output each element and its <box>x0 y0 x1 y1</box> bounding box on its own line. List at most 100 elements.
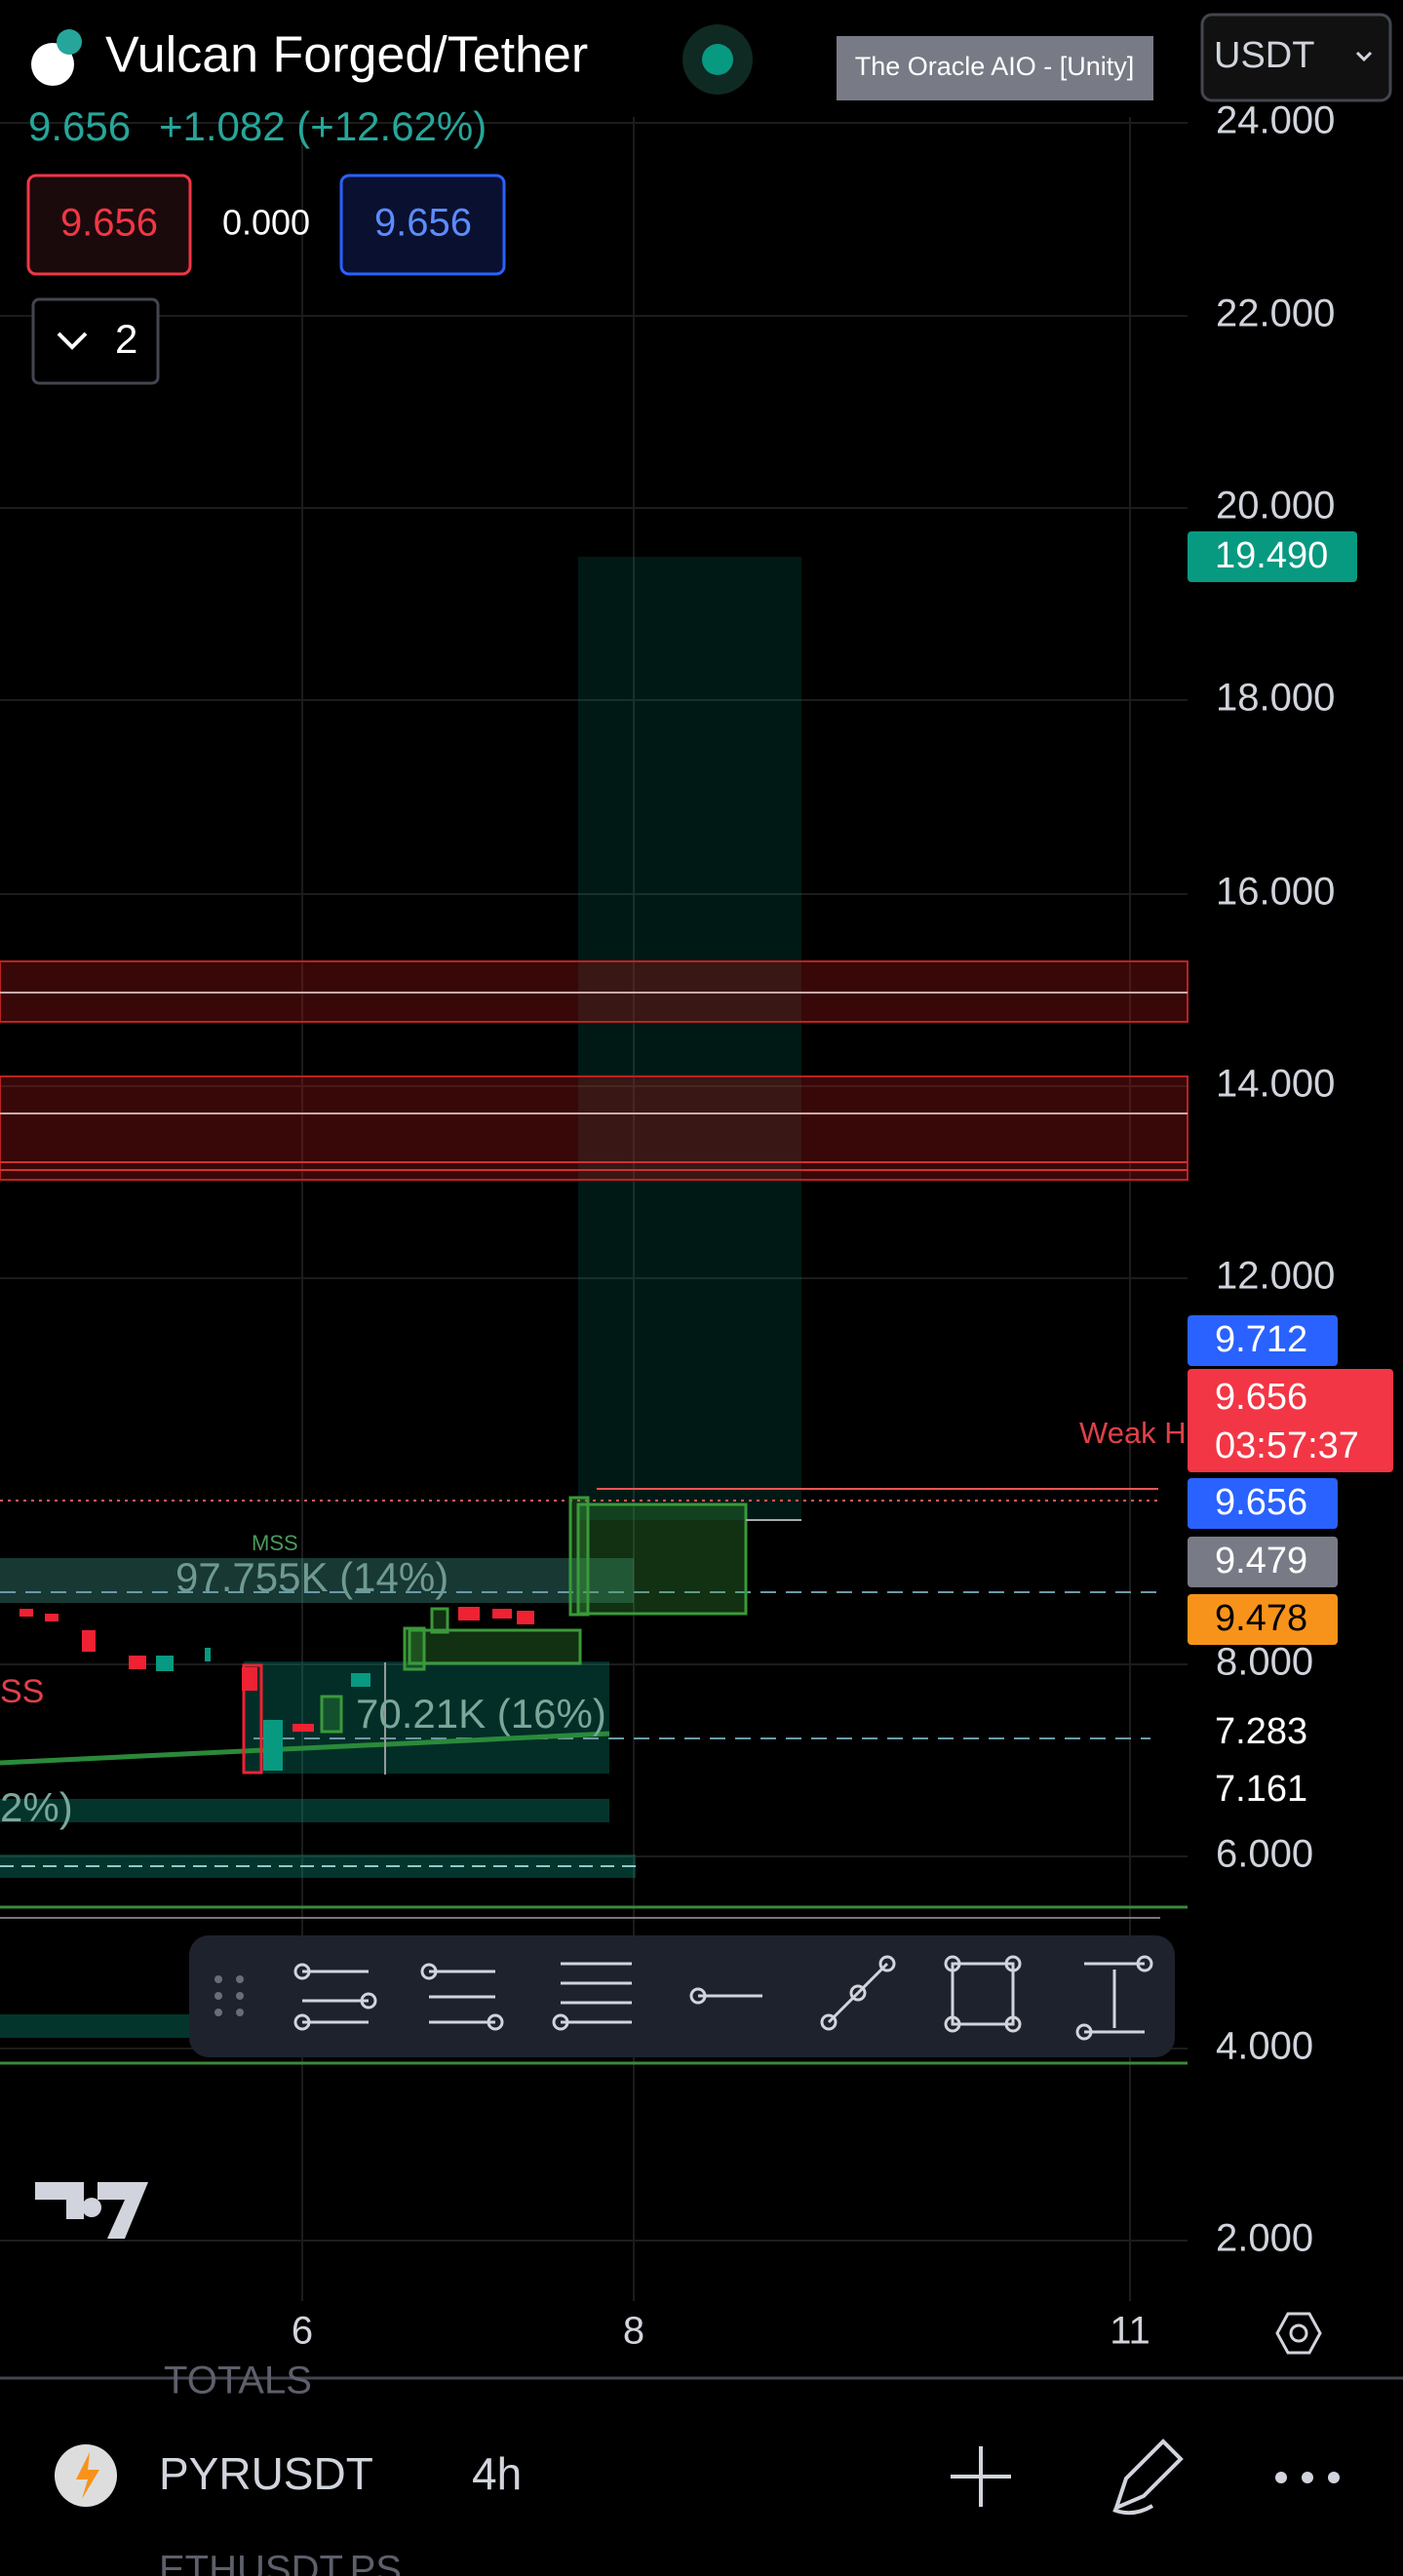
tool-button[interactable] <box>944 2015 961 2033</box>
axis-label: 22.000 <box>1216 293 1335 335</box>
more-button[interactable] <box>1328 2472 1340 2483</box>
buy-price: 9.656 <box>374 202 472 245</box>
tool-button[interactable] <box>1136 1955 1153 1972</box>
indicator-badge[interactable] <box>837 36 1153 100</box>
list-item: ETHUSDT.PS <box>159 2549 402 2576</box>
tool-button[interactable] <box>293 2013 311 2031</box>
tool-button[interactable] <box>689 1987 707 2005</box>
tool-button[interactable] <box>1075 1955 1153 2041</box>
candles <box>129 1656 146 1669</box>
tool-button[interactable] <box>420 1963 438 1980</box>
axis-label: 16.000 <box>1216 871 1335 914</box>
time-axis: 6 8 11 <box>292 2310 1322 2355</box>
status-dot <box>702 44 733 75</box>
add-button[interactable] <box>951 2446 1011 2507</box>
axis-label: 6.000 <box>1216 1833 1313 1876</box>
drawing-toolbar <box>214 1975 222 1983</box>
draw-button[interactable] <box>1112 2439 1184 2516</box>
settings-icon[interactable] <box>1289 2323 1308 2343</box>
sell-price: 9.656 <box>60 202 158 245</box>
price-tag: 9.656 <box>1215 1377 1307 1418</box>
tool-button[interactable] <box>1004 2015 1022 2033</box>
tool-button[interactable] <box>944 1955 961 1972</box>
tool-button[interactable] <box>360 1992 377 2010</box>
tool-button[interactable] <box>689 1987 762 2005</box>
more-button[interactable] <box>1275 2472 1287 2483</box>
drawing-toolbar <box>214 1992 222 2000</box>
tool-button[interactable] <box>552 2013 569 2031</box>
price-level: 7.161 <box>1215 1769 1307 1810</box>
zones <box>0 1075 1189 1181</box>
volume-label: 70.21K (16%) <box>356 1691 606 1737</box>
candles <box>292 1724 314 1732</box>
zones <box>0 557 1189 2065</box>
price-axis: 24.000 22.000 20.000 18.000 16.000 14.00… <box>1216 99 1335 2260</box>
collapse-arrow <box>57 332 88 350</box>
price-tags: 19.490 9.712 9.656 03:57:37 9.656 9.479 … <box>1188 531 1393 1810</box>
tag-box <box>1188 1537 1338 1587</box>
tool-button[interactable] <box>1075 2023 1093 2041</box>
bottom-symbol[interactable]: PYRUSDT <box>159 2448 373 2499</box>
candles <box>320 1695 343 1734</box>
candles <box>568 1496 590 1617</box>
symbol-title[interactable]: Vulcan Forged/Tether <box>105 27 588 84</box>
candles <box>82 1630 96 1652</box>
tool-button[interactable] <box>420 1963 504 2031</box>
tool-button[interactable] <box>552 1962 632 2031</box>
axis-label: 20.000 <box>1216 485 1335 527</box>
countdown: 03:57:37 <box>1215 1425 1359 1466</box>
price-level: 7.283 <box>1215 1711 1307 1752</box>
settings-icon[interactable] <box>1275 2312 1322 2355</box>
header: Vulcan Forged/Tether The Oracle AIO - [U… <box>26 13 1392 385</box>
collapse-button[interactable] <box>31 297 160 385</box>
ss-label: SS <box>0 1673 44 1710</box>
price-change: +1.082 (+12.62%) <box>159 103 487 149</box>
drawing-toolbar <box>236 1992 244 2000</box>
axis-label: 2.000 <box>1216 2217 1313 2260</box>
list-item: TOTALS <box>164 2360 312 2402</box>
weak-high-label: Weak H <box>1079 1416 1187 1450</box>
candles <box>242 1667 257 1691</box>
currency-select[interactable] <box>1200 13 1392 102</box>
tool-button[interactable] <box>878 1955 896 1972</box>
tool-button[interactable] <box>944 1955 1022 2033</box>
interval[interactable]: 4h <box>472 2448 522 2499</box>
coin-icon <box>31 43 74 86</box>
zones <box>0 1731 610 1766</box>
price-tag: 19.490 <box>1215 535 1328 576</box>
drawing-toolbar <box>189 1935 1175 2057</box>
zones <box>0 2014 195 2038</box>
candles <box>205 1648 211 1661</box>
currency-text: USDT <box>1214 35 1314 76</box>
axis-label: 4.000 <box>1216 2025 1313 2068</box>
candles <box>458 1607 480 1620</box>
tool-button[interactable] <box>293 1963 377 2031</box>
candles <box>408 1628 582 1665</box>
time-label: 8 <box>623 2310 644 2353</box>
candles <box>430 1607 449 1634</box>
more-button[interactable] <box>1302 2472 1313 2483</box>
tool-button[interactable] <box>820 2013 838 2031</box>
tool-button[interactable] <box>849 1984 867 2002</box>
tag-box <box>1188 1594 1338 1645</box>
candles <box>19 1496 590 1775</box>
tool-button[interactable] <box>487 2013 504 2031</box>
tool-button[interactable] <box>827 1962 889 2024</box>
more-button[interactable] <box>1275 2472 1340 2483</box>
indicator-badge-text: The Oracle AIO - [Unity] <box>855 52 1135 81</box>
tool-button[interactable] <box>1004 1955 1022 1972</box>
buy-button[interactable] <box>339 174 506 276</box>
percent-label: 2%) <box>0 1784 73 1830</box>
drawing-toolbar <box>189 1935 1175 2057</box>
sell-button[interactable] <box>26 174 192 276</box>
tool-button[interactable] <box>293 1963 311 1980</box>
zones <box>578 557 801 1520</box>
tool-button[interactable] <box>951 1962 1015 2026</box>
volume-label: 97.755K (14%) <box>175 1554 448 1600</box>
zones <box>0 1558 634 1603</box>
drawing-toolbar <box>236 2009 244 2016</box>
axis-label: 12.000 <box>1216 1255 1335 1298</box>
tool-button[interactable] <box>820 1955 896 2031</box>
